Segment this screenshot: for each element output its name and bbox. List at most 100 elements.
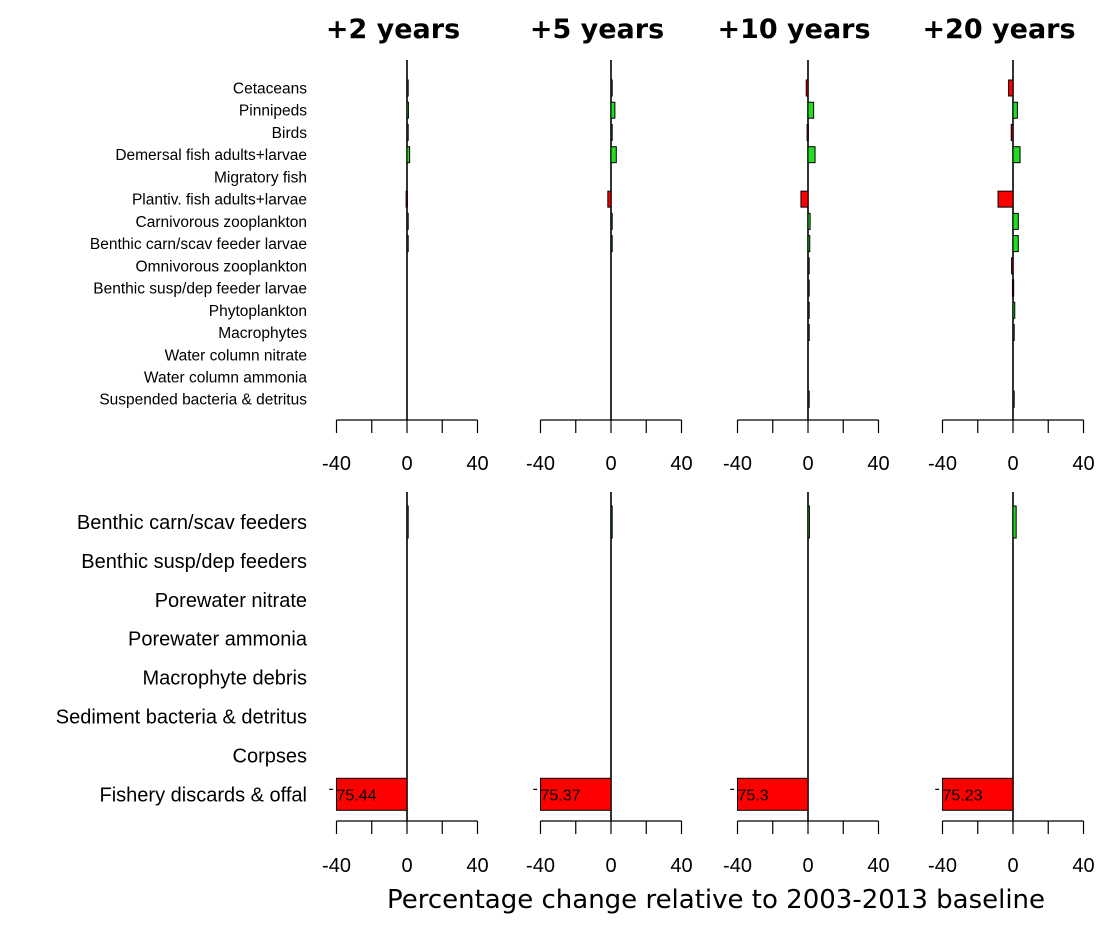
category-label: Corpses — [233, 745, 307, 767]
top-category-labels: Cetaceans Pinnipeds Birds Demersal fish adu… — [90, 81, 308, 409]
bar — [1010, 123, 1014, 141]
category-label: Phytoplankton — [209, 303, 307, 320]
x-tick-label: 40 — [670, 855, 692, 877]
panel-title: +10 years — [717, 14, 870, 45]
x-tick-label: 40 — [466, 855, 488, 877]
x-tick-label: 40 — [466, 453, 488, 475]
bar — [807, 235, 811, 253]
category-label: Porewater ammonia — [128, 629, 308, 651]
category-label: Benthic susp/dep feeder larvae — [93, 281, 307, 298]
bar — [406, 235, 409, 253]
bar — [807, 301, 810, 319]
category-label: Fishery discards & offal — [100, 784, 308, 806]
bar — [737, 777, 809, 811]
bottom-category-labels: Benthic carn/scav feeders Benthic susp/de… — [56, 512, 308, 806]
data-label: -75.37 — [533, 780, 581, 804]
data-label: -75.23 — [935, 780, 983, 804]
bar — [807, 279, 810, 297]
bar — [1012, 101, 1018, 119]
bar — [1011, 257, 1014, 275]
bar — [1012, 505, 1017, 539]
category-label: Plantiv. fish adults+larvae — [132, 192, 307, 209]
bar — [807, 505, 810, 539]
x-tick-label: 0 — [802, 855, 813, 877]
bar — [406, 79, 409, 97]
category-label: Water column nitrate — [165, 347, 307, 364]
bar — [807, 390, 810, 408]
panels: -40 0 40 -40 0 40 - 75.44 -40 0 40 -40 0 40 - 75.37 -40 0… — [322, 60, 1095, 877]
bar — [997, 190, 1014, 208]
x-tick-label: 0 — [401, 855, 412, 877]
category-label: Carnivorous zooplankton — [136, 214, 307, 231]
bar — [610, 505, 613, 539]
bar — [610, 235, 613, 253]
category-label: Pinnipeds — [239, 103, 307, 120]
category-label: Migratory fish — [214, 169, 307, 186]
x-axis-label: Percentage change relative to 2003-2013 … — [387, 885, 1045, 915]
bar — [610, 212, 613, 230]
bar — [336, 777, 408, 811]
category-label: Birds — [272, 125, 308, 142]
bar — [1011, 279, 1015, 297]
bar — [540, 777, 612, 811]
bar — [610, 123, 613, 141]
bar — [807, 257, 810, 275]
bar — [1012, 235, 1019, 253]
category-label: Water column ammonia — [144, 369, 307, 386]
category-label: Suspended bacteria & detritus — [99, 392, 307, 409]
bar — [942, 777, 1014, 811]
bar — [807, 101, 815, 119]
x-tick-label: 40 — [1072, 855, 1094, 877]
panel-title: +20 years — [922, 14, 1075, 45]
bar — [807, 324, 810, 342]
bar — [1012, 212, 1019, 230]
bar — [610, 79, 613, 97]
category-label: Macrophytes — [218, 325, 307, 342]
bar — [1008, 79, 1014, 97]
panel: -40 0 40 -40 0 40 - 75.44 — [322, 60, 489, 877]
bar — [406, 212, 409, 230]
x-tick-label: 40 — [867, 855, 889, 877]
category-label: Benthic carn/scav feeder larvae — [90, 236, 307, 253]
bar — [1012, 390, 1015, 408]
x-tick-label: 0 — [1007, 855, 1018, 877]
category-label: Demersal fish adults+larvae — [115, 147, 307, 164]
x-tick-label: 0 — [605, 453, 616, 475]
x-tick-label: 0 — [401, 453, 412, 475]
data-label: -75.3 — [730, 780, 769, 804]
bar — [1012, 301, 1016, 319]
x-tick-label: -40 — [322, 453, 351, 475]
data-label: -75.44 — [329, 780, 377, 804]
bar — [1012, 146, 1021, 164]
category-label: Porewater nitrate — [155, 590, 307, 612]
panel-title: +2 years — [326, 14, 460, 45]
bar — [405, 190, 408, 208]
bar — [805, 79, 809, 97]
category-label: Macrophyte debris — [142, 668, 307, 690]
bar — [406, 146, 411, 164]
bar — [806, 123, 809, 141]
bar — [800, 190, 809, 208]
x-tick-label: -40 — [526, 453, 555, 475]
bar — [406, 101, 409, 119]
panel: -40 0 40 -40 0 40 - 75.3 — [723, 60, 890, 877]
category-label: Omnivorous zooplankton — [136, 258, 307, 275]
bar — [406, 505, 409, 539]
panel-title: +5 years — [530, 14, 664, 45]
bar — [607, 190, 612, 208]
category-label: Benthic carn/scav feeders — [77, 512, 307, 534]
panel: -40 0 40 -40 0 40 - 75.23 — [928, 60, 1095, 877]
x-tick-label: -40 — [928, 855, 957, 877]
bar — [610, 146, 617, 164]
panel: -40 0 40 -40 0 40 - 75.37 — [526, 60, 693, 877]
x-tick-label: -40 — [322, 855, 351, 877]
bar — [807, 212, 811, 230]
x-tick-label: 40 — [1072, 453, 1094, 475]
bar — [1012, 324, 1015, 342]
x-tick-label: 0 — [1007, 453, 1018, 475]
x-tick-label: 40 — [670, 453, 692, 475]
panel-titles: +2 years +5 years +10 years +20 years — [326, 14, 1076, 45]
category-label: Benthic susp/dep feeders — [81, 551, 307, 573]
x-tick-label: -40 — [723, 453, 752, 475]
